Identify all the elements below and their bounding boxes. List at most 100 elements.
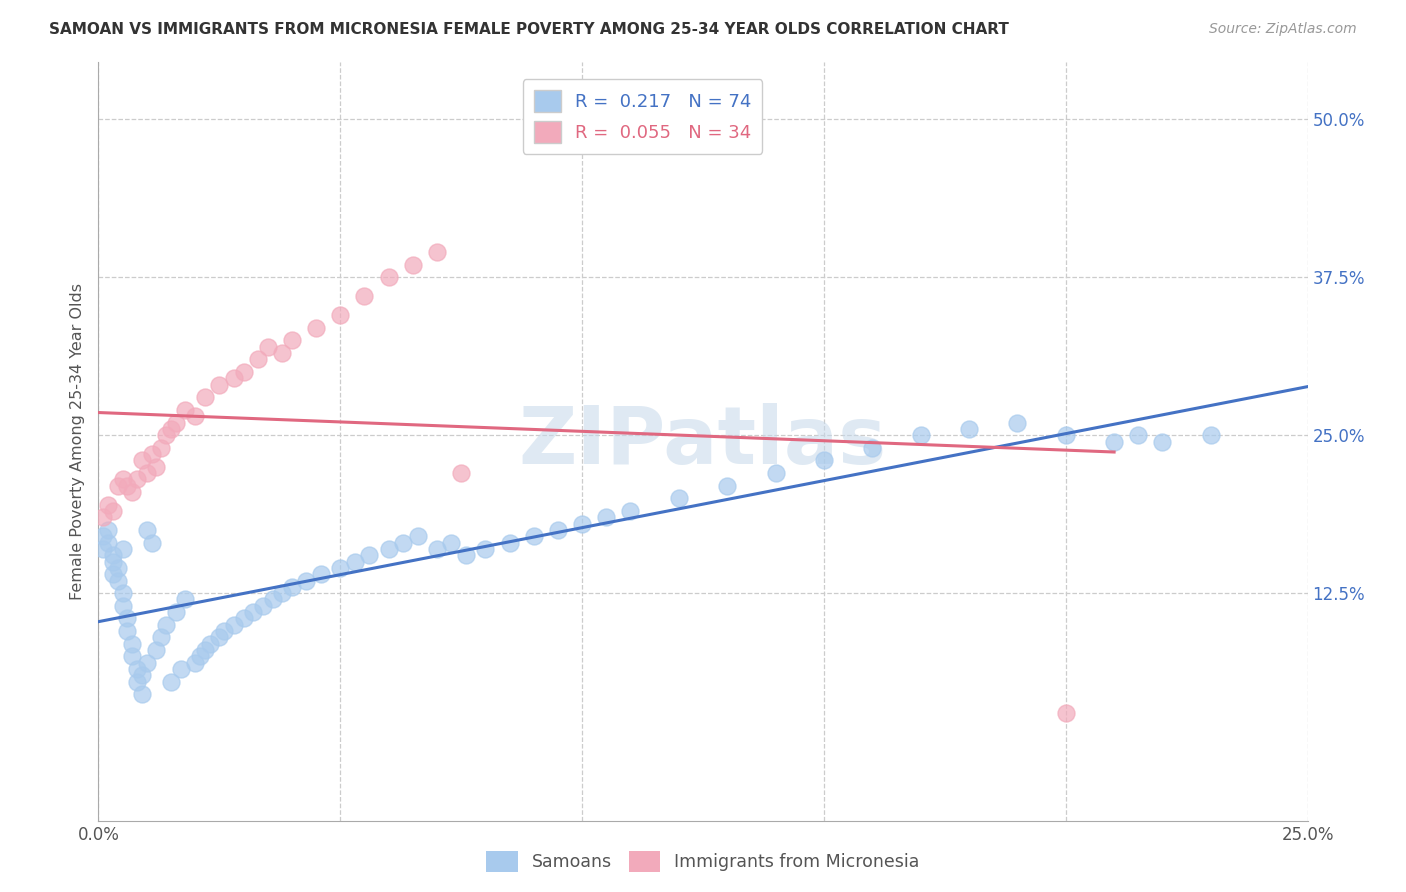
Point [232,365,254,379]
Point [208,377,231,392]
Point [343,555,366,569]
Point [281,334,304,348]
Point [97,523,120,537]
Point [131,453,153,467]
Point [305,320,328,334]
Point [117,479,139,493]
Point [860,441,883,455]
Point [121,649,143,664]
Point [242,605,264,619]
Point [145,459,167,474]
Point [101,504,124,518]
Point [426,541,449,556]
Point [111,473,134,487]
Point [135,656,157,670]
Point [329,561,352,575]
Point [117,624,139,639]
Point [716,479,738,493]
Point [107,574,129,588]
Point [121,485,143,500]
Text: Source: ZipAtlas.com: Source: ZipAtlas.com [1209,22,1357,37]
Point [910,428,932,442]
Point [160,422,183,436]
Y-axis label: Female Poverty Among 25-34 Year Olds: Female Poverty Among 25-34 Year Olds [70,283,86,600]
Point [329,308,352,322]
Point [101,548,124,563]
Point [135,466,157,480]
Point [111,599,134,613]
Point [1128,428,1150,442]
Point [91,541,114,556]
Point [131,687,153,701]
Point [377,541,399,556]
Point [256,340,278,354]
Point [91,529,114,543]
Point [111,586,134,600]
Point [1199,428,1222,442]
Point [208,631,231,645]
Point [523,529,546,543]
Point [165,605,187,619]
Point [309,567,332,582]
Point [101,555,124,569]
Point [402,258,425,272]
Point [121,637,143,651]
Point [271,346,294,360]
Point [547,523,569,537]
Point [194,643,217,657]
Point [117,611,139,625]
Point [111,541,134,556]
Point [595,510,617,524]
Point [295,574,318,588]
Point [160,674,183,689]
Text: ZIPatlas: ZIPatlas [519,402,887,481]
Point [668,491,690,506]
Point [101,567,124,582]
Point [141,535,163,549]
Point [127,674,149,689]
Point [252,599,274,613]
Legend: Samoans, Immigrants from Micronesia: Samoans, Immigrants from Micronesia [479,844,927,879]
Point [426,244,449,259]
Point [127,662,149,676]
Point [97,498,120,512]
Point [813,453,835,467]
Point [150,631,173,645]
Point [353,289,375,303]
Legend: R =  0.217   N = 74, R =  0.055   N = 34: R = 0.217 N = 74, R = 0.055 N = 34 [523,79,762,153]
Point [141,447,163,461]
Point [498,535,520,549]
Point [957,422,980,436]
Point [377,270,399,285]
Point [440,535,463,549]
Point [474,541,496,556]
Point [188,649,211,664]
Point [212,624,235,639]
Point [406,529,429,543]
Point [198,637,221,651]
Point [1007,416,1029,430]
Point [155,428,177,442]
Point [97,535,120,549]
Point [392,535,415,549]
Point [194,390,217,404]
Point [1054,706,1077,721]
Point [135,523,157,537]
Point [271,586,294,600]
Point [619,504,641,518]
Point [1102,434,1125,449]
Point [1054,428,1077,442]
Point [174,592,197,607]
Point [450,466,472,480]
Point [184,409,207,424]
Point [359,548,381,563]
Point [155,617,177,632]
Point [281,580,304,594]
Point [165,416,187,430]
Point [184,656,207,670]
Point [247,352,270,367]
Point [1152,434,1174,449]
Point [571,516,593,531]
Point [232,611,254,625]
Point [174,403,197,417]
